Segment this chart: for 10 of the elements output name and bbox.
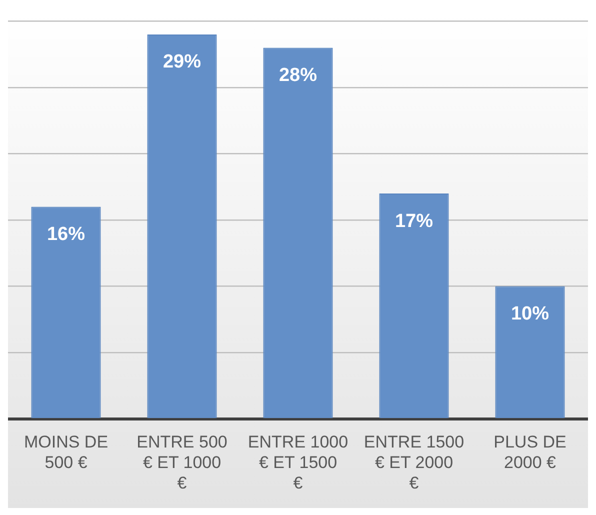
x-tick-label: MOINS DE 500 € [24, 432, 108, 472]
x-tick-label: ENTRE 1000 € ET 1500 € [248, 432, 348, 492]
data-label: 17% [394, 210, 434, 232]
x-tick-label: ENTRE 1500 € ET 2000 € [364, 432, 464, 492]
data-label: 16% [46, 224, 86, 246]
x-tick-label: PLUS DE 2000 € [494, 432, 566, 472]
data-label: 10% [510, 304, 550, 325]
data-label: 28% [278, 64, 318, 86]
x-tick-label: ENTRE 500 € ET 1000 € [136, 432, 228, 492]
data-label: 29% [162, 52, 202, 73]
